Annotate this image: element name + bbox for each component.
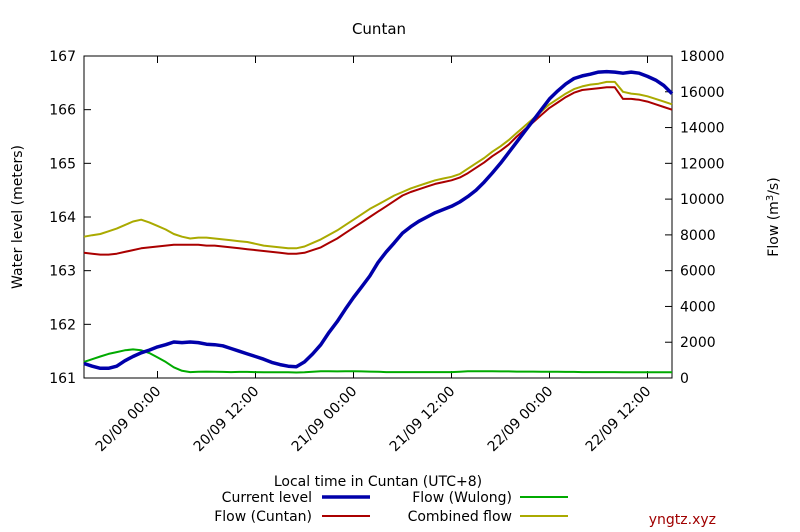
series-line-flow-cuntan bbox=[83, 86, 673, 256]
y-left-tick-label: 167 bbox=[49, 49, 76, 65]
y-left-tick-label: 163 bbox=[49, 264, 76, 280]
y-left-tick-label: 166 bbox=[49, 103, 76, 119]
x-tick-label: 21/09 00:00 bbox=[289, 384, 361, 456]
x-tick-label: 22/09 00:00 bbox=[485, 384, 557, 456]
y-right-tick-label: 12000 bbox=[680, 156, 725, 172]
y-right-tick-label: 6000 bbox=[680, 264, 716, 280]
legend-label-current-level: Current level bbox=[222, 490, 312, 506]
y-right-tick-label: 14000 bbox=[680, 121, 725, 137]
y-right-tick-label: 2000 bbox=[680, 335, 716, 351]
plot-frame bbox=[83, 55, 673, 379]
x-tick-label: 20/09 12:00 bbox=[191, 384, 263, 456]
y-right-tick-label: 0 bbox=[680, 371, 689, 387]
series-layer bbox=[83, 69, 674, 374]
y-right-tick-label: 4000 bbox=[680, 299, 716, 315]
series-line-combined-flow bbox=[83, 80, 673, 250]
series-line-flow-wulong bbox=[83, 348, 672, 374]
y-left-tick-label: 165 bbox=[49, 156, 76, 172]
y-right-tick-label: 16000 bbox=[680, 85, 725, 101]
legend-label-combined-flow: Combined flow bbox=[408, 509, 512, 525]
x-axis-label: Local time in Cuntan (UTC+8) bbox=[274, 474, 482, 490]
series-line-current-level bbox=[83, 69, 674, 371]
y-right-tick-label: 8000 bbox=[680, 228, 716, 244]
credit-text: yngtz.xyz bbox=[649, 512, 716, 528]
x-ticks: 20/09 00:00 20/09 12:00 21/09 00:00 21/09 1… bbox=[93, 56, 655, 456]
y-left-tick-label: 162 bbox=[49, 317, 76, 333]
chart-title: Cuntan bbox=[352, 20, 406, 38]
y-left-axis-label: Water level (meters) bbox=[10, 145, 26, 289]
y-right-ticks: 0 2000 4000 6000 8000 10000 12000 14000 16000 180… bbox=[665, 49, 725, 387]
y-right-tick-label: 10000 bbox=[680, 192, 725, 208]
x-tick-label: 21/09 12:00 bbox=[387, 384, 459, 456]
x-tick-label: 20/09 00:00 bbox=[93, 384, 165, 456]
legend: Current level Flow (Wulong) Flow (Cuntan) C… bbox=[214, 490, 568, 525]
legend-label-flow-cuntan: Flow (Cuntan) bbox=[214, 509, 312, 525]
x-tick-label: 22/09 12:00 bbox=[583, 384, 655, 456]
y-right-axis-label: Flow (m3/s) bbox=[765, 177, 782, 256]
y-right-tick-label: 18000 bbox=[680, 49, 725, 65]
y-left-ticks: 161 162 163 164 165 166 167 bbox=[49, 49, 91, 387]
y-left-tick-label: 164 bbox=[49, 210, 76, 226]
y-left-tick-label: 161 bbox=[49, 371, 76, 387]
legend-label-flow-wulong: Flow (Wulong) bbox=[412, 490, 512, 506]
